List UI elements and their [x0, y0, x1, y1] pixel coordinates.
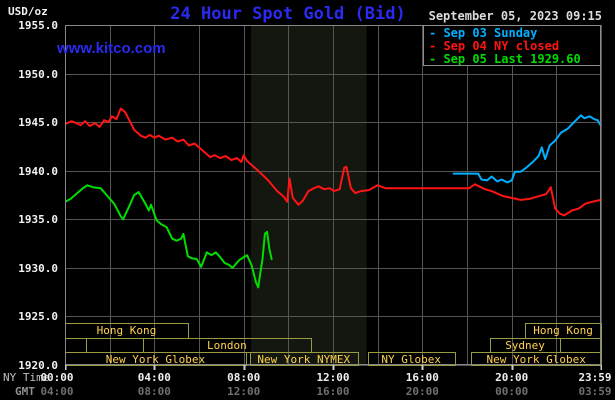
kitco-watermark: www.kitco.com [57, 40, 166, 57]
legend-entry: - Sep 05 Last 1929.60 [429, 52, 581, 66]
session-box [250, 352, 359, 366]
series-line-sep-05 [65, 184, 273, 289]
session-box [471, 352, 602, 366]
plot-border [65, 25, 601, 365]
x-tick-gmt: 12:00 [227, 385, 261, 398]
x-tick-ny-time: 12:00 [316, 371, 350, 384]
page-title: 24 Hour Spot Gold (Bid) [170, 4, 406, 24]
legend-box: - Sep 03 Sunday - Sep 04 NY closed - Sep 0… [423, 25, 601, 66]
timestamp: September 05, 2023 09:15 [428, 9, 602, 23]
legend-entry: - Sep 03 Sunday [429, 26, 538, 40]
x-tick-ny-time: 08:00 [227, 371, 261, 384]
x-tick-ny-time: 16:00 [405, 371, 439, 384]
y-tick-label: 1950.0 [18, 67, 58, 81]
legend-entry: - Sep 04 NY closed [429, 39, 560, 53]
y-tick-label: 1920.0 [18, 359, 58, 372]
session-box [368, 352, 456, 366]
x-tick-gmt: 08:00 [137, 385, 171, 398]
y-tick-label: 1945.0 [18, 116, 58, 130]
series-line-sep-03-sunday [452, 114, 602, 184]
session-box [86, 338, 144, 353]
series-line-sep-04-ny-closed [65, 107, 602, 217]
session-label: Hong Kong [533, 324, 593, 337]
y-tick-label: 1940.0 [18, 164, 58, 178]
y-tick-label: 1955.0 [18, 19, 58, 32]
x-tick-gmt: 16:00 [316, 385, 350, 398]
x-tick-gmt: 20:00 [405, 385, 439, 398]
x-tick-gmt: 03:59 [578, 385, 612, 398]
session-label: Sydney [505, 339, 545, 352]
y-axis-units-label: USD/oz [8, 5, 48, 18]
session-label: New York NYMEX [257, 353, 350, 366]
session-box [65, 338, 87, 353]
session-box [560, 338, 602, 353]
x-tick-ny-time: 23:59 [578, 371, 612, 384]
x-tick-gmt: 00:00 [495, 385, 529, 398]
x-tick-gmt: 04:00 [40, 385, 74, 398]
x-tick-ny-time: 04:00 [137, 371, 171, 384]
session-label: NY Globex [381, 353, 441, 366]
y-tick-label: 1935.0 [18, 213, 58, 227]
session-label: London [207, 339, 247, 352]
session-label: Hong Kong [97, 324, 157, 337]
session-label: New York Globex [487, 353, 587, 366]
y-tick-label: 1930.0 [18, 261, 58, 275]
x-tick-ny-time: 00:00 [40, 371, 74, 384]
nymex-session-band [251, 25, 367, 365]
ny-time-axis-caption: NY Time [3, 371, 50, 384]
session-label: New York Globex [106, 353, 206, 366]
gmt-axis-caption: GMT [15, 385, 35, 398]
x-tick-ny-time: 20:00 [495, 371, 529, 384]
y-tick-label: 1925.0 [18, 310, 58, 324]
